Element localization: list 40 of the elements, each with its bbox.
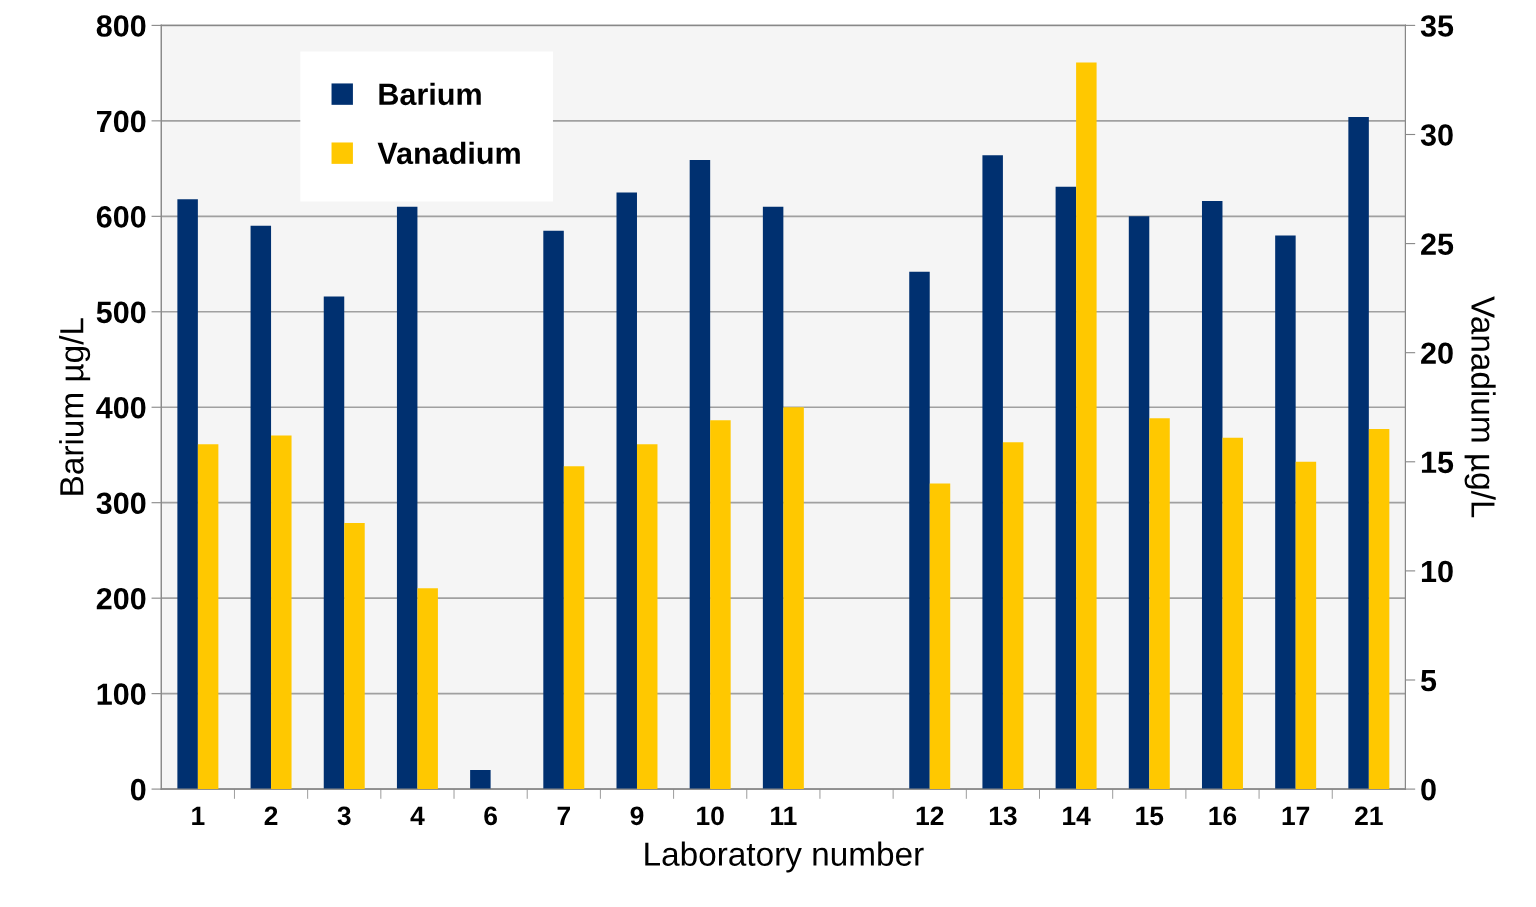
bar (470, 770, 491, 790)
x-tick-label: 17 (1282, 806, 1310, 825)
y2-tick-label: 15 (1421, 451, 1454, 474)
bar (396, 206, 418, 790)
x-tick-label: 14 (1063, 806, 1091, 825)
y2-tick-label: 0 (1421, 778, 1436, 801)
x-tick-label: 9 (630, 806, 644, 826)
x-tick-label: 16 (1209, 806, 1237, 826)
x-tick-label: 7 (557, 806, 570, 825)
x-axis-title: Laboratory number (645, 841, 924, 873)
x-tick-label: 1 (192, 806, 205, 825)
x-tick-label: 6 (484, 806, 497, 826)
x-tick-label: 15 (1136, 806, 1164, 826)
y2-tick-label: 25 (1421, 233, 1454, 255)
y-tick-label: 200 (96, 587, 146, 610)
y2-tick-label: 30 (1420, 124, 1453, 146)
y-tick-label: 400 (96, 396, 146, 419)
y-tick-label: 800 (96, 15, 146, 37)
y-tick-label: 700 (97, 110, 146, 133)
legend-label: Barium (379, 82, 481, 106)
y2-tick-label: 5 (1420, 670, 1437, 692)
x-tick-label: 2 (264, 806, 278, 825)
x-tick-label: 10 (697, 806, 724, 826)
y-axis-title: Barium µg/L (59, 318, 91, 495)
y-tick-label: 500 (96, 301, 146, 324)
y-tick-label: 100 (97, 683, 146, 705)
x-tick-label: 12 (916, 806, 944, 825)
x-tick-label: 11 (771, 806, 797, 825)
x-tick-label: 4 (410, 806, 425, 825)
y2-tick-label: 35 (1420, 15, 1454, 37)
y2-tick-label: 20 (1421, 342, 1453, 365)
y-tick-label: 300 (96, 492, 146, 515)
x-tick-label: 21 (1355, 806, 1383, 825)
legend-label: Vanadium (377, 141, 520, 165)
x-tick-label: 13 (989, 806, 1017, 826)
x-tick-label: 3 (337, 806, 351, 826)
y2-tick-label: 10 (1421, 560, 1453, 583)
y-tick-label: 600 (96, 206, 146, 228)
y2-axis-title: Vanadium µg/L (1464, 296, 1496, 518)
y-tick-label: 0 (130, 778, 146, 801)
